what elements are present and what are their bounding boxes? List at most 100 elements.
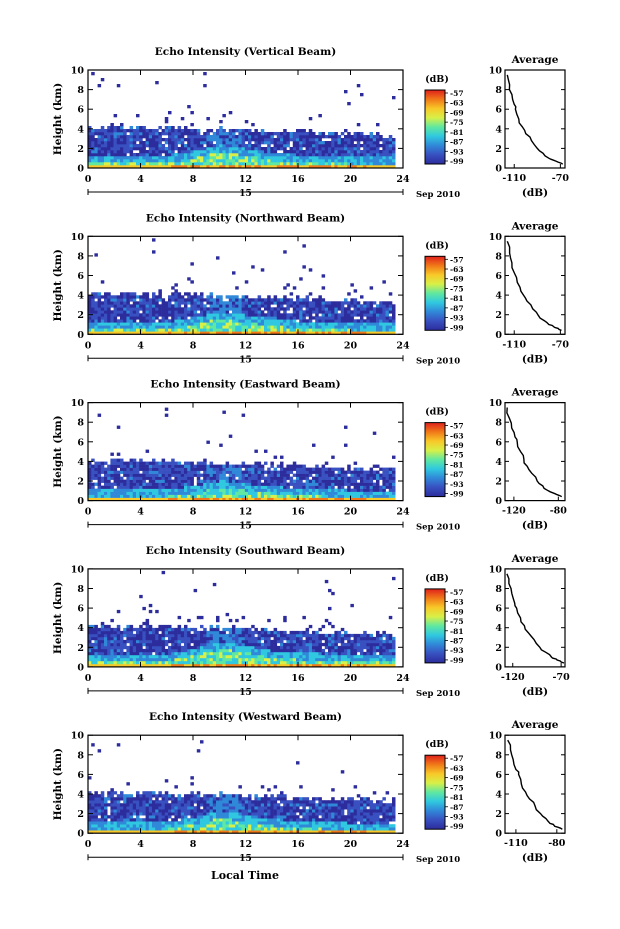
average-title: Average [511,553,559,565]
average-title: Average [511,719,559,731]
y-tick-label: 2 [77,809,84,820]
average-x-label: (dB) [522,187,548,199]
x-tick-label: 8 [190,340,197,351]
colorbar-tick-label: -93 [450,812,464,821]
colorbar [424,422,446,498]
average-title: Average [511,54,559,66]
average-panel-5: Average 0 2 4 6 8 10 -110 -80(dB) [489,719,566,864]
x-axis-label: Local Time [211,869,279,882]
y-tick-label: 8 [77,85,84,96]
average-x-label: (dB) [522,353,548,365]
colorbar-unit: (dB) [425,573,449,584]
x-tick-label: 8 [190,839,197,850]
colorbar [424,89,446,165]
colorbar-tick-label: -93 [450,314,464,323]
y-tick-label: 6 [77,770,84,781]
x-tick-label: 4 [137,673,144,684]
colorbar-tick-label: -63 [450,764,464,773]
average-frame [504,568,566,668]
colorbar-unit: (dB) [425,407,449,418]
y-tick-label: 0 [77,164,84,175]
y-tick-label: 8 [77,584,84,595]
x-tick-label: 16 [291,839,305,850]
colorbar [424,588,446,664]
colorbar-tick-label: -75 [450,451,464,460]
x-tick-label: 24 [396,174,410,185]
average-x-tick-label: -110 [502,173,526,184]
colorbar-tick-label: -99 [450,157,464,166]
colorbar-unit: (dB) [425,74,449,85]
date-day-label: 15 [239,355,252,365]
x-tick-label: 16 [291,673,305,684]
average-y-tick-label: 0 [495,662,502,673]
date-day-label: 15 [239,522,252,532]
y-tick-label: 4 [77,291,84,302]
average-y-tick-label: 8 [495,251,502,262]
x-tick-label: 20 [344,340,358,351]
average-y-tick-label: 4 [495,457,502,468]
colorbar-tick-label: -99 [450,490,464,499]
y-axis-label: Height (km) [52,415,64,487]
colorbar-tick-label: -81 [450,294,464,303]
colorbar-tick-label: -87 [450,636,464,645]
average-y-tick-label: 8 [495,418,502,429]
y-tick-label: 0 [77,330,84,341]
colorbar-tick-label: -75 [450,617,464,626]
y-tick-label: 8 [77,251,84,262]
y-tick-label: 0 [77,662,84,673]
x-tick-label: 24 [396,839,410,850]
x-tick-label: 16 [291,340,305,351]
x-tick-label: 12 [239,839,252,850]
y-tick-label: 8 [77,418,84,429]
average-y-tick-label: 2 [495,477,502,488]
x-tick-label: 16 [291,507,305,518]
y-axis-label: Height (km) [52,83,64,155]
colorbar-tick-label: -87 [450,138,464,147]
colorbar-unit: (dB) [425,240,449,251]
y-axis-label: Height (km) [52,582,64,654]
average-y-tick-label: 4 [495,291,502,302]
x-tick-label: 24 [396,673,410,684]
average-x-tick-label: -80 [550,506,568,517]
average-x-tick-label: -110 [502,339,526,350]
colorbar [424,754,446,830]
colorbar-tick-label: -81 [450,460,464,469]
x-tick-label: 20 [344,673,358,684]
y-tick-label: 6 [77,105,84,116]
x-tick-label: 12 [239,174,252,185]
average-x-label: (dB) [522,520,548,532]
panel-title: Echo Intensity (Northward Beam) [146,212,345,224]
average-frame [504,69,566,169]
average-panel-1: Average 0 2 4 6 8 10 -110 -70 (dB) [489,54,570,199]
x-tick-label: 12 [239,340,252,351]
date-day-label: 15 [239,854,252,864]
average-y-tick-label: 2 [495,144,502,155]
date-month-label: Sep 2010 [416,190,460,200]
average-x-label: (dB) [522,686,548,698]
average-x-tick-label: -120 [501,672,525,683]
average-y-tick-label: 4 [495,124,502,135]
colorbar-tick-label: -87 [450,470,464,479]
y-tick-label: 0 [77,829,84,840]
x-tick-label: 0 [85,673,92,684]
colorbar-tick-label: -69 [450,275,464,284]
y-tick-label: 2 [77,643,84,654]
colorbar-tick-label: -93 [450,147,464,156]
average-x-tick-label: -70 [553,672,571,683]
y-axis-label: Height (km) [52,748,64,820]
average-x-tick-label: -110 [504,838,528,849]
colorbar-tick-label: -75 [450,783,464,792]
average-profile-line [506,240,562,332]
date-month-label: Sep 2010 [416,523,460,533]
y-axis-label: Height (km) [52,249,64,321]
average-y-tick-label: 6 [495,437,502,448]
date-month-label: Sep 2010 [416,356,460,366]
average-y-tick-label: 0 [495,330,502,341]
colorbar-tick-label: -63 [450,598,464,607]
x-tick-label: 24 [396,340,410,351]
y-tick-label: 4 [77,457,84,468]
average-y-tick-label: 2 [495,809,502,820]
